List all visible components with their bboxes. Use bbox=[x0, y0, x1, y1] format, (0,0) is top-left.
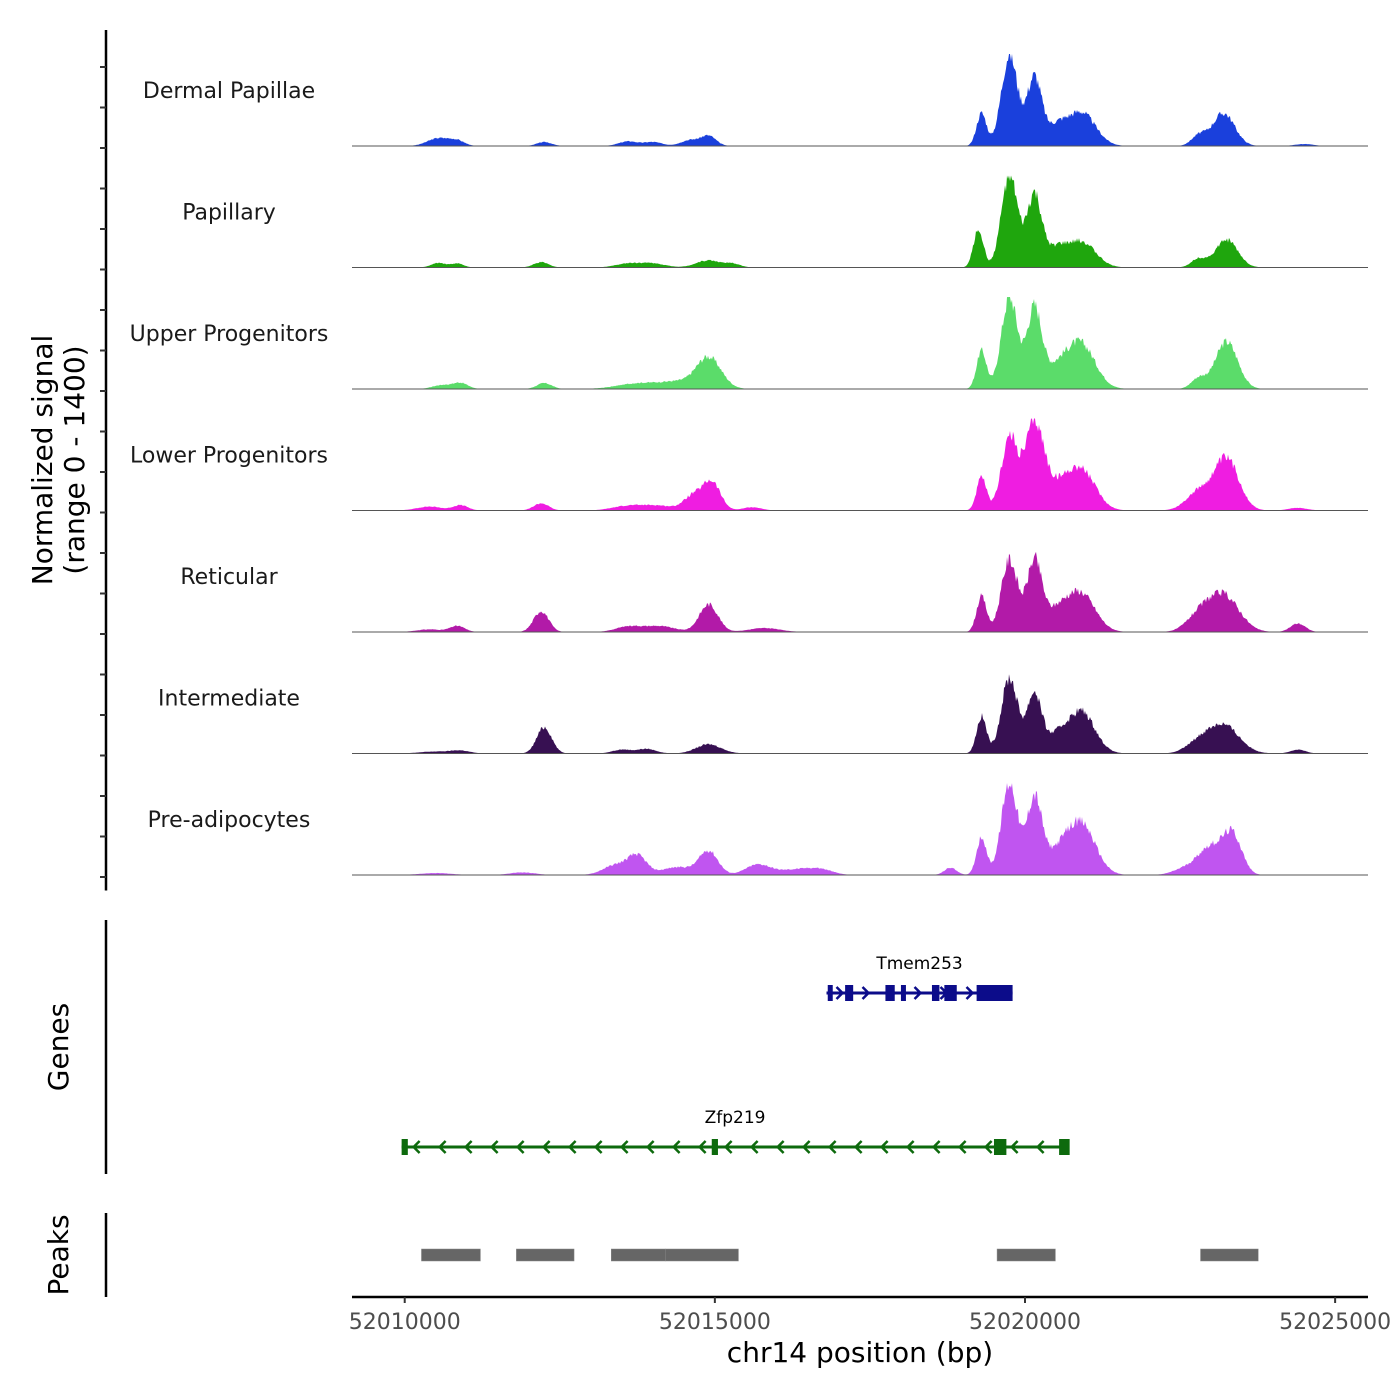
signal-area bbox=[352, 54, 1368, 146]
peak-region bbox=[1200, 1248, 1259, 1262]
track-label: Dermal Papillae bbox=[143, 79, 315, 104]
peak-region bbox=[611, 1248, 666, 1262]
strand-arrow-icon bbox=[775, 1140, 785, 1154]
signal-area bbox=[352, 297, 1368, 389]
genes-track: Tmem253 Zfp219 bbox=[401, 954, 1070, 1155]
strand-arrow-icon bbox=[1009, 1140, 1019, 1154]
genes-panel-label: Genes bbox=[42, 1003, 75, 1091]
strand-arrow-icon bbox=[593, 1140, 603, 1154]
exon bbox=[711, 1139, 718, 1155]
strand-arrow-icon bbox=[861, 986, 871, 1000]
strand-arrow-icon bbox=[723, 1140, 733, 1154]
gene-label: Zfp219 bbox=[705, 1108, 766, 1128]
strand-arrow-icon bbox=[697, 1140, 707, 1154]
track-label: Reticular bbox=[180, 565, 278, 590]
peaks-panel-label: Peaks bbox=[42, 1214, 75, 1295]
x-tick-label: 52025000 bbox=[1279, 1310, 1391, 1335]
y-axis-title-line2: (range 0 - 1400) bbox=[58, 345, 91, 574]
x-tick-label: 52020000 bbox=[969, 1310, 1081, 1335]
strand-arrow-icon bbox=[835, 986, 845, 1000]
signal-area bbox=[352, 551, 1368, 632]
strand-arrow-icon bbox=[983, 1140, 993, 1154]
track-label: Lower Progenitors bbox=[130, 444, 328, 469]
track-reticular: Reticular bbox=[180, 551, 1368, 633]
signal-area bbox=[352, 418, 1368, 511]
y-axis-title-line1: Normalized signal bbox=[26, 335, 59, 586]
strand-arrow-icon bbox=[801, 1140, 811, 1154]
peaks-track bbox=[421, 1248, 1259, 1262]
track-papillary: Papillary bbox=[182, 175, 1368, 268]
track-label: Papillary bbox=[182, 201, 276, 226]
x-axis: 52010000 52015000 52020000 52025000 bbox=[349, 1295, 1391, 1335]
signal-area bbox=[352, 674, 1368, 754]
track-lower-progenitors: Lower Progenitors bbox=[130, 418, 1368, 511]
strand-arrow-icon bbox=[619, 1140, 629, 1154]
exon bbox=[900, 985, 906, 1001]
x-tick-label: 52015000 bbox=[659, 1310, 771, 1335]
strand-arrow-icon bbox=[853, 1140, 863, 1154]
signal-area bbox=[352, 175, 1368, 268]
track-intermediate: Intermediate bbox=[158, 674, 1368, 754]
strand-arrow-icon bbox=[515, 1140, 525, 1154]
strand-arrow-icon bbox=[671, 1140, 681, 1154]
x-axis-title: chr14 position (bp) bbox=[727, 1336, 993, 1369]
strand-arrow-icon bbox=[965, 986, 975, 1000]
exon bbox=[944, 985, 957, 1001]
exon bbox=[885, 985, 895, 1001]
exon bbox=[976, 985, 1013, 1001]
exon bbox=[931, 985, 940, 1001]
strand-arrow-icon bbox=[905, 1140, 915, 1154]
exon bbox=[1059, 1139, 1070, 1155]
track-label: Upper Progenitors bbox=[130, 322, 329, 347]
exon bbox=[845, 985, 854, 1001]
strand-arrow-icon bbox=[645, 1140, 655, 1154]
peak-region bbox=[996, 1248, 1056, 1262]
strand-arrow-icon bbox=[913, 986, 923, 1000]
x-tick-label: 52010000 bbox=[349, 1310, 461, 1335]
track-label: Pre-adipocytes bbox=[148, 808, 311, 833]
strand-arrow-icon bbox=[437, 1140, 447, 1154]
strand-arrow-icon bbox=[879, 1140, 889, 1154]
strand-arrow-icon bbox=[463, 1140, 473, 1154]
strand-arrow-icon bbox=[957, 1140, 967, 1154]
peak-region bbox=[664, 1248, 739, 1262]
track-label: Intermediate bbox=[158, 687, 300, 712]
strand-arrow-icon bbox=[411, 1140, 421, 1154]
track-upper-progenitors: Upper Progenitors bbox=[130, 297, 1368, 390]
strand-arrow-icon bbox=[749, 1140, 759, 1154]
coverage-y-axis bbox=[100, 30, 108, 891]
coverage-tracks: Dermal Papillae Papillary Upper Progenitor… bbox=[130, 54, 1368, 876]
gene-label: Tmem253 bbox=[875, 954, 962, 974]
strand-arrow-icon bbox=[931, 1140, 941, 1154]
exon bbox=[827, 985, 833, 1001]
peak-region bbox=[516, 1248, 575, 1262]
signal-area bbox=[352, 783, 1368, 875]
gene-zfp219: Zfp219 bbox=[401, 1108, 1070, 1155]
exon bbox=[993, 1139, 1007, 1155]
strand-arrow-icon bbox=[567, 1140, 577, 1154]
peak-region bbox=[421, 1248, 481, 1262]
gene-tmem253: Tmem253 bbox=[826, 954, 1013, 1001]
exon bbox=[401, 1139, 408, 1155]
strand-arrow-icon bbox=[1035, 1140, 1045, 1154]
strand-arrow-icon bbox=[541, 1140, 551, 1154]
track-dermal-papillae: Dermal Papillae bbox=[143, 54, 1368, 147]
track-pre-adipocytes: Pre-adipocytes bbox=[148, 783, 1368, 876]
strand-arrow-icon bbox=[827, 1140, 837, 1154]
strand-arrow-icon bbox=[489, 1140, 499, 1154]
